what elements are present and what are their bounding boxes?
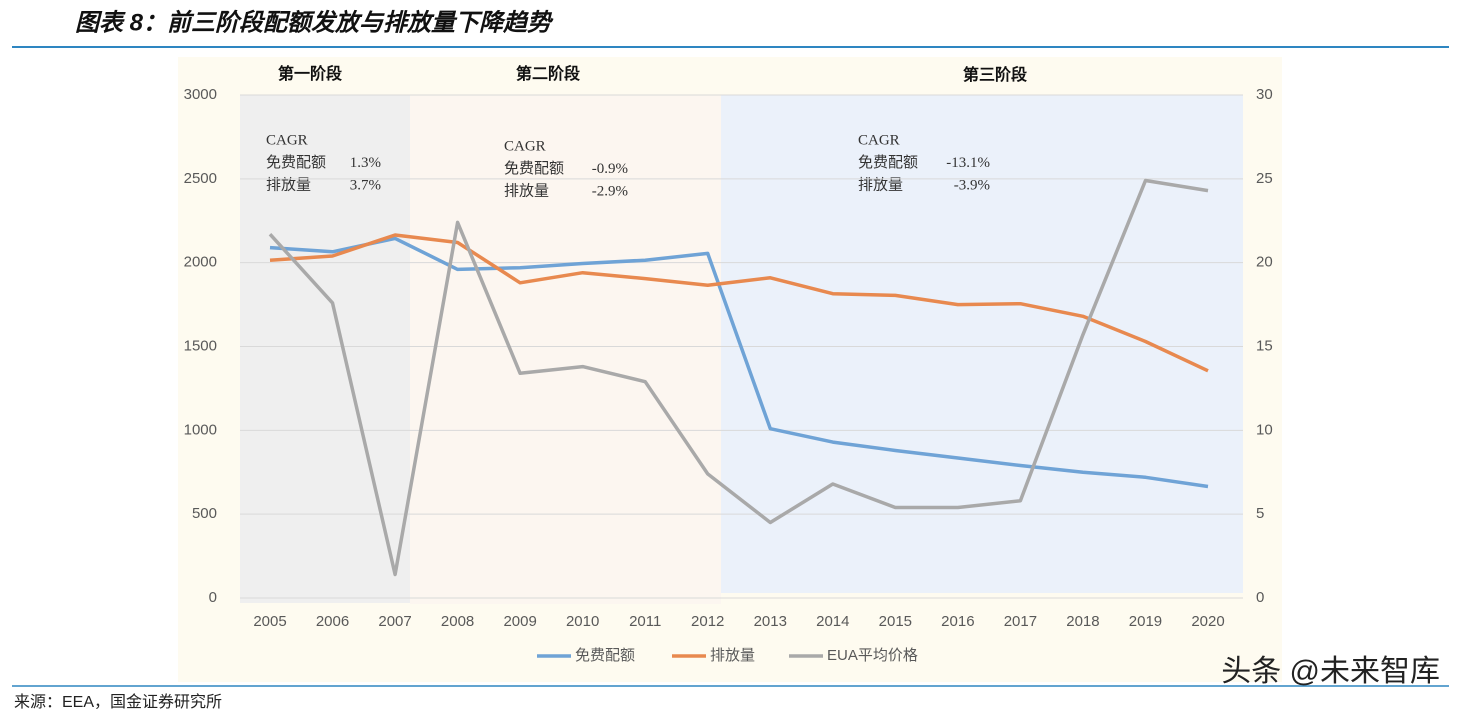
x-tick-label: 2017 [1004,613,1037,630]
x-tick-label: 2011 [629,613,661,630]
x-tick-label: 2009 [503,613,536,630]
legend-label: 排放量 [710,647,755,664]
cagr-value: 3.7% [350,177,381,193]
phase-title: 第一阶段 [278,64,343,83]
cagr-label: 排放量 [504,182,549,199]
x-tick-label: 2006 [316,613,349,630]
x-tick-label: 2005 [253,613,286,630]
series-line [268,178,1209,577]
watermark: 头条 @未来智库 [1221,655,1440,688]
x-tick-label: 2012 [691,613,724,630]
x-tick-label: 2020 [1191,613,1224,630]
cagr-label: 排放量 [266,176,311,193]
y-tick-label: 1500 [184,337,217,354]
x-tick-label: 2016 [941,613,974,630]
y-tick-label: 0 [209,589,217,606]
cagr-value: -2.9% [592,183,628,199]
y2-tick-label: 0 [1256,589,1264,606]
y2-tick-label: 5 [1256,505,1264,522]
y2-tick-label: 25 [1256,170,1273,187]
y-tick-label: 1000 [184,421,217,438]
cagr-value: -0.9% [592,161,628,177]
y2-tick-label: 15 [1256,337,1273,354]
x-tick-label: 2010 [566,613,599,630]
y-tick-label: 2500 [184,170,217,187]
y2-tick-label: 30 [1256,86,1273,103]
legend-label: 免费配额 [575,647,635,664]
cagr-label: 免费配额 [504,160,564,177]
x-tick-label: 2014 [816,613,849,630]
cagr-label: 免费配额 [266,154,326,171]
phase-title: 第三阶段 [963,65,1028,84]
cagr-label: 排放量 [858,176,903,193]
series-line [269,236,1209,489]
x-tick-label: 2019 [1129,613,1162,630]
cagr-value: -13.1% [946,155,990,171]
phase-band [410,95,721,604]
cagr-value: -3.9% [954,177,990,193]
source: 来源：EEA，国金证券研究所 [14,693,222,711]
cagr-title: CAGR [266,132,308,148]
phase-title: 第二阶段 [516,64,581,83]
cagr-label: 免费配额 [858,154,918,171]
y-tick-label: 500 [192,505,217,522]
y2-tick-label: 10 [1256,421,1273,438]
cagr-value: 1.3% [350,155,381,171]
y-tick-label: 3000 [184,86,217,103]
chart-title: 图表 8：前三阶段配额发放与排放量下降趋势 [75,9,554,36]
y-tick-label: 2000 [184,254,217,271]
cagr-title: CAGR [504,138,546,154]
legend-label: EUA平均价格 [827,647,918,664]
phase-band [721,95,1243,593]
cagr-title: CAGR [858,132,900,148]
x-tick-label: 2007 [378,613,411,630]
x-tick-label: 2018 [1066,613,1099,630]
x-tick-label: 2008 [441,613,474,630]
y2-tick-label: 20 [1256,254,1273,271]
series-line [269,233,1209,373]
x-tick-label: 2015 [879,613,912,630]
x-tick-label: 2013 [754,613,787,630]
